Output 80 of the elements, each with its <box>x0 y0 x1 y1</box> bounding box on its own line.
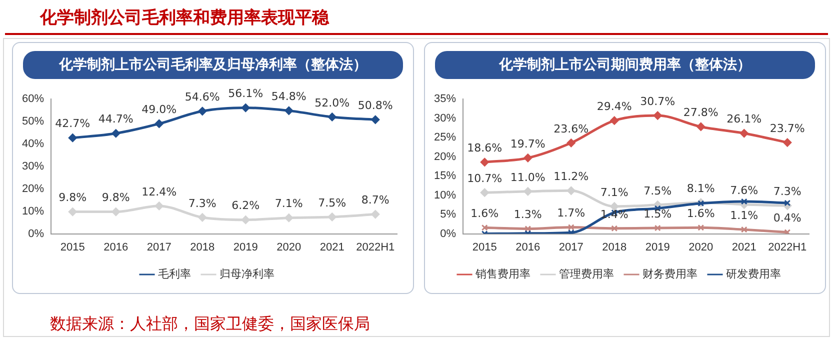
y-tick-label: 0% <box>28 228 44 240</box>
x-tick-label: 2019 <box>645 241 670 254</box>
chart-title: 化学制剂上市公司期间费用率（整体法） <box>435 51 815 79</box>
data-label: 11.2% <box>554 170 589 184</box>
y-tick-label: 0% <box>440 228 456 240</box>
data-label: 54.6% <box>184 90 220 104</box>
data-label: 42.7% <box>55 117 90 130</box>
chart-title: 化学制剂公司毛利率和费用率表现平稳 <box>40 7 329 29</box>
data-label: 7.5% <box>644 184 672 198</box>
y-tick-label: 10% <box>434 189 456 202</box>
legend-label: 归母净利率 <box>220 267 274 280</box>
data-label: 9.8% <box>58 191 87 204</box>
x-tick-label: 2020 <box>688 241 714 254</box>
data-label: 56.1% <box>228 87 264 100</box>
x-tick-label: 2016 <box>104 241 128 254</box>
data-label: 18.6% <box>467 142 502 155</box>
data-label: 1.6% <box>470 206 499 220</box>
x-tick-label: 2015 <box>60 241 85 254</box>
data-label: 7.3% <box>188 196 216 210</box>
data-label: 7.1% <box>274 197 303 210</box>
data-label: 7.1% <box>600 186 628 199</box>
data-label: 9.8% <box>102 191 130 204</box>
data-label: 27.8% <box>683 106 718 120</box>
data-label: 7.3% <box>773 185 802 198</box>
data-label: 1.5% <box>644 207 672 220</box>
data-label: 23.6% <box>554 122 589 136</box>
x-tick-label: 2018 <box>190 241 215 254</box>
x-tick-label: 2021 <box>732 241 756 254</box>
x-tick-label: 2017 <box>146 241 172 254</box>
data-label: 44.7% <box>98 112 134 126</box>
y-tick-label: 20% <box>22 182 44 195</box>
data-label: 10.7% <box>467 172 502 185</box>
x-tick-label: 2015 <box>472 241 497 254</box>
data-label: 0.4% <box>773 212 802 225</box>
x-tick-label: 2016 <box>516 241 540 254</box>
data-label: 23.7% <box>770 122 805 135</box>
data-label: 12.4% <box>142 185 177 198</box>
y-tick-label: 25% <box>434 132 456 144</box>
data-label: 52.0% <box>314 96 350 110</box>
source-note: 数据来源：人社部，国家卫健委，国家医保局 <box>50 314 370 335</box>
chart-subtitle: 化学制剂上市公司毛利率及归母净利率（整体法） <box>23 51 403 79</box>
data-label: 7.6% <box>730 184 758 197</box>
x-tick-label: 2019 <box>233 241 258 254</box>
y-tick-label: 10% <box>22 205 44 218</box>
data-label: 1.1% <box>730 208 758 222</box>
y-tick-label: 30% <box>22 160 44 172</box>
data-label: 19.7% <box>510 137 546 150</box>
y-tick-label: 20% <box>434 150 456 163</box>
data-label: 1.3% <box>514 208 542 222</box>
data-label: 1.6% <box>686 206 715 220</box>
data-label: 11.0% <box>510 170 546 184</box>
data-label: 54.8% <box>271 90 306 104</box>
x-tick-label: 2018 <box>602 241 627 254</box>
x-tick-label: 2020 <box>276 241 302 254</box>
y-tick-label: 35% <box>434 93 456 106</box>
y-tick-label: 40% <box>22 138 44 150</box>
data-label: 30.7% <box>640 94 676 108</box>
data-label: 26.1% <box>726 112 762 126</box>
x-tick-label: 2017 <box>558 241 584 254</box>
x-tick-label: 2022H1 <box>768 241 807 254</box>
data-label: 29.4% <box>596 100 632 113</box>
legend-label: 研发费用率 <box>726 267 781 280</box>
legend-label: 财务费用率 <box>642 267 698 280</box>
x-tick-label: 2022H1 <box>356 241 395 254</box>
y-tick-label: 30% <box>434 112 456 124</box>
data-label: 1.7% <box>557 206 586 220</box>
y-tick-label: 15% <box>434 170 456 182</box>
data-label: 6.2% <box>232 199 260 212</box>
y-tick-label: 5% <box>440 208 456 221</box>
legend-label: 管理费用率 <box>559 267 614 280</box>
data-label: 49.0% <box>142 103 177 116</box>
data-label: 7.5% <box>318 196 346 210</box>
data-label: 8.1% <box>686 182 715 195</box>
data-label: 8.7% <box>361 194 390 207</box>
legend-label: 销售费用率 <box>474 267 530 280</box>
y-tick-label: 60% <box>22 93 44 106</box>
legend-label: 毛利率 <box>158 267 191 280</box>
y-tick-label: 50% <box>22 116 44 128</box>
x-tick-label: 2021 <box>320 241 344 254</box>
data-label: 50.8% <box>358 99 393 112</box>
